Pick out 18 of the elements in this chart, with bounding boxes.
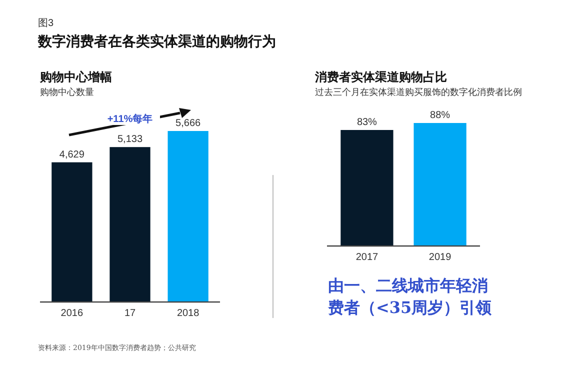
x-tick-label: 2016: [60, 308, 84, 319]
x-tick-label: 2018: [176, 308, 200, 319]
text: 由一、二线城市年轻消费者（<35周岁）引领: [327, 276, 493, 317]
chart-title: 消费者实体渠道购物占比: [314, 70, 447, 84]
caption: 图3: [38, 18, 54, 29]
text: +11%每年: [107, 113, 153, 125]
x-tick-label: 17: [124, 308, 136, 319]
text: 数字消费者在各类实体渠道的购物行为: [37, 33, 276, 50]
data-label: 5,133: [117, 134, 143, 146]
chart-subtitle: 购物中心数量: [40, 87, 94, 98]
data-label: 5,666: [176, 118, 202, 129]
x-tick-label: 2019: [428, 252, 452, 263]
data-label: 83%: [356, 116, 378, 128]
data-label: 88%: [430, 110, 450, 121]
chart-subtitle: 过去三个月在实体渠道购买服饰的数字化消费者比例: [315, 87, 522, 98]
data-label: 4,629: [59, 149, 85, 160]
chart-title: 购物中心增幅: [39, 70, 112, 84]
x-tick-label: 2017: [356, 252, 379, 263]
